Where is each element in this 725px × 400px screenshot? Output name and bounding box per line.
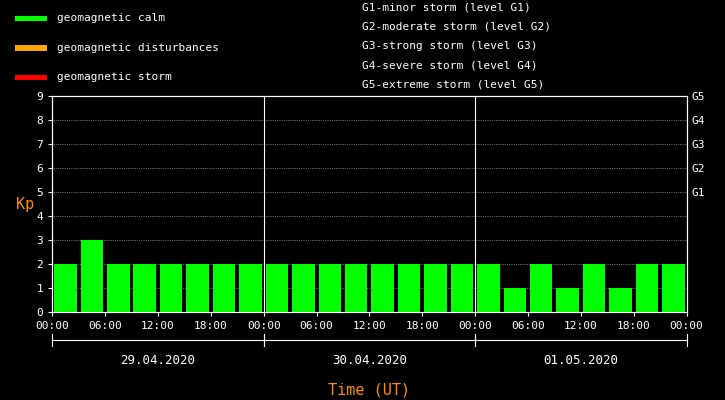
Bar (14, 45, 47, 51)
Text: Time (UT): Time (UT) (328, 382, 410, 398)
Bar (186, 264, 209, 312)
Bar (107, 264, 130, 312)
Bar (265, 264, 288, 312)
Text: geomagnetic disturbances: geomagnetic disturbances (57, 43, 218, 53)
Bar (451, 264, 473, 312)
Bar (14, 16, 47, 21)
Bar (662, 264, 684, 312)
Bar (239, 264, 262, 312)
Text: G2-moderate storm (level G2): G2-moderate storm (level G2) (362, 22, 552, 32)
Bar (54, 264, 77, 312)
Bar (345, 264, 368, 312)
Bar (371, 264, 394, 312)
Bar (398, 264, 420, 312)
Bar (609, 288, 631, 312)
Bar (477, 264, 500, 312)
Text: geomagnetic calm: geomagnetic calm (57, 13, 165, 23)
Bar (292, 264, 315, 312)
Bar (636, 264, 658, 312)
Bar (80, 240, 103, 312)
Bar (133, 264, 156, 312)
Bar (14, 74, 47, 80)
Bar (504, 288, 526, 312)
Bar (530, 264, 552, 312)
Text: 29.04.2020: 29.04.2020 (120, 354, 196, 366)
Text: G4-severe storm (level G4): G4-severe storm (level G4) (362, 60, 538, 70)
Text: G3-strong storm (level G3): G3-strong storm (level G3) (362, 41, 538, 51)
Bar (583, 264, 605, 312)
Text: G1-minor storm (level G1): G1-minor storm (level G1) (362, 2, 531, 12)
Bar (212, 264, 235, 312)
Bar (160, 264, 183, 312)
Text: G5-extreme storm (level G5): G5-extreme storm (level G5) (362, 80, 544, 90)
Bar (556, 288, 579, 312)
Bar (424, 264, 447, 312)
Y-axis label: Kp: Kp (16, 196, 34, 212)
Bar (318, 264, 341, 312)
Text: geomagnetic storm: geomagnetic storm (57, 72, 171, 82)
Text: 01.05.2020: 01.05.2020 (543, 354, 618, 366)
Text: 30.04.2020: 30.04.2020 (332, 354, 407, 366)
